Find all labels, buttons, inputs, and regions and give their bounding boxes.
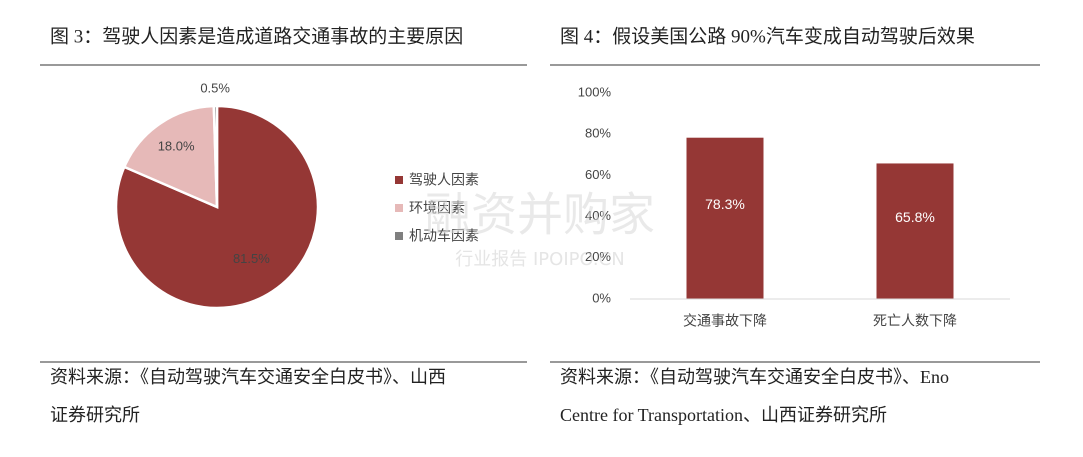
y-tick-label: 0% — [592, 290, 611, 305]
data-label: 78.3% — [705, 196, 745, 212]
y-tick-label: 60% — [585, 167, 611, 182]
legend-swatch — [395, 176, 403, 184]
y-tick-label: 20% — [585, 249, 611, 264]
x-tick-label: 死亡人数下降 — [873, 313, 957, 329]
y-tick-label: 100% — [578, 84, 612, 99]
figure-title: 图 4：假设美国公路 90%汽车变成自动驾驶后效果 — [560, 25, 975, 47]
y-tick-label: 40% — [585, 208, 611, 223]
source-text: 证券研究所 — [50, 405, 140, 425]
x-tick-label: 交通事故下降 — [683, 313, 767, 329]
figure-title: 图 3：驾驶人因素是造成道路交通事故的主要原因 — [50, 25, 463, 47]
data-label: 18.0% — [158, 138, 195, 153]
y-tick-label: 80% — [585, 126, 611, 141]
legend-swatch — [395, 204, 403, 212]
legend-label: 机动车因素 — [409, 228, 479, 244]
watermark-subtitle: 行业报告 IPOIPO.CN — [455, 249, 624, 270]
bar — [686, 137, 764, 299]
source-text: 资料来源：《自动驾驶汽车交通安全白皮书》、Eno — [560, 367, 949, 387]
watermark-title: 融资并购家 — [425, 188, 655, 242]
pie-slice — [122, 104, 219, 209]
pie-slice — [212, 104, 219, 208]
legend-label: 环境因素 — [409, 200, 465, 216]
data-label: 0.5% — [200, 80, 230, 95]
source-text: 资料来源：《自动驾驶汽车交通安全白皮书》、山西 — [50, 367, 446, 387]
data-label: 81.5% — [233, 251, 270, 266]
legend-swatch — [395, 232, 403, 240]
bar — [876, 163, 954, 299]
legend-label: 驾驶人因素 — [409, 172, 479, 188]
source-text: Centre for Transportation、山西证券研究所 — [560, 405, 887, 425]
watermark: 融资并购家 行业报告 IPOIPO.CN — [425, 188, 655, 271]
data-label: 65.8% — [895, 209, 935, 225]
